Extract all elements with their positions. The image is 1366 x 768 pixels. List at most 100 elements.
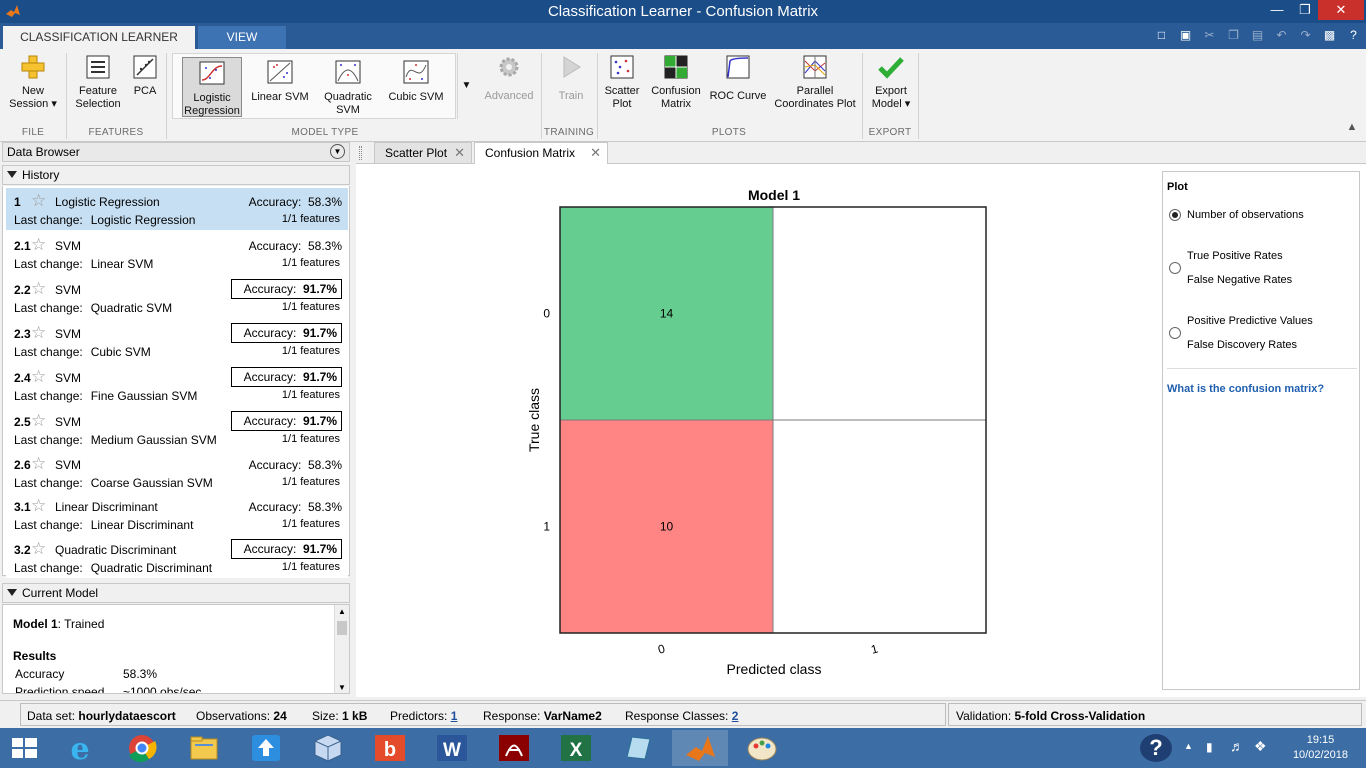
option-true-positive-rates[interactable]: True Positive Rates bbox=[1187, 250, 1283, 262]
star-icon[interactable]: ☆ bbox=[31, 496, 47, 515]
switch-windows-icon[interactable]: ▩ bbox=[1323, 28, 1336, 42]
paste-icon[interactable]: ▤ bbox=[1251, 28, 1264, 42]
star-icon[interactable]: ☆ bbox=[31, 323, 47, 342]
predictors-link[interactable]: 1 bbox=[450, 709, 458, 723]
close-window-icon[interactable]: ✕ bbox=[1318, 0, 1364, 20]
help-link[interactable]: What is the confusion matrix? bbox=[1167, 383, 1325, 395]
star-icon[interactable]: ☆ bbox=[31, 279, 47, 298]
status-size: Size: 1 kB bbox=[312, 709, 368, 723]
quick-access-icon[interactable]: □ bbox=[1157, 28, 1166, 42]
help-question-icon[interactable]: ? bbox=[1140, 734, 1172, 762]
linear-svm-button[interactable]: Linear SVM bbox=[248, 57, 312, 104]
tab-classification-learner[interactable]: CLASSIFICATION LEARNER bbox=[3, 26, 195, 49]
tab-confusion-matrix[interactable]: Confusion Matrix ✕ bbox=[474, 142, 608, 165]
close-tab-icon[interactable]: ✕ bbox=[590, 145, 601, 160]
radio-number-of-observations[interactable] bbox=[1169, 209, 1181, 221]
scatter-plot-button[interactable]: Scatter Plot bbox=[600, 53, 644, 111]
matrix-cell bbox=[559, 419, 774, 634]
upload-app-icon[interactable] bbox=[238, 730, 294, 766]
save-icon[interactable]: ▣ bbox=[1179, 28, 1192, 42]
history-row[interactable]: 2.2 ☆ SVM Accuracy: 91.7% Last change: Qu… bbox=[6, 276, 348, 318]
export-model-button[interactable]: Export Model ▾ bbox=[866, 53, 916, 111]
history-row[interactable]: 2.5 ☆ SVM Accuracy: 91.7% Last change: Me… bbox=[6, 408, 348, 450]
history-row[interactable]: 2.6 ☆ SVM Accuracy: 58.3% Last change: Co… bbox=[6, 451, 348, 493]
star-icon[interactable]: ☆ bbox=[31, 367, 47, 386]
pca-button[interactable]: PCA bbox=[128, 53, 162, 98]
star-icon[interactable]: ☆ bbox=[31, 235, 47, 254]
network-icon[interactable]: ▮ bbox=[1206, 740, 1213, 754]
model-last-change: Last change: Linear SVM bbox=[14, 257, 154, 271]
acrobat-icon[interactable] bbox=[486, 730, 542, 766]
star-icon[interactable]: ☆ bbox=[31, 539, 47, 558]
gallery-expand-icon[interactable]: ▼ bbox=[457, 53, 475, 119]
bandicam-icon[interactable]: b bbox=[362, 730, 418, 766]
history-header[interactable]: History bbox=[2, 165, 350, 185]
star-icon[interactable]: ☆ bbox=[31, 454, 47, 473]
volume-icon[interactable]: ♬ bbox=[1230, 738, 1244, 754]
roc-curve-button[interactable]: ROC Curve bbox=[708, 53, 768, 103]
confusion-matrix-button[interactable]: Confusion Matrix bbox=[648, 53, 704, 111]
star-icon[interactable]: ☆ bbox=[31, 411, 47, 430]
history-row[interactable]: 1 ☆ Logistic Regression Accuracy: 58.3% … bbox=[6, 188, 348, 230]
drag-handle-icon[interactable] bbox=[359, 146, 362, 160]
close-tab-icon[interactable]: ✕ bbox=[454, 145, 465, 160]
tray-expand-icon[interactable]: ▲ bbox=[1184, 741, 1193, 751]
notes-app-icon[interactable] bbox=[610, 730, 666, 766]
history-row[interactable]: 2.3 ☆ SVM Accuracy: 91.7% Last change: Cu… bbox=[6, 320, 348, 362]
radio-true-positive-rates[interactable] bbox=[1169, 262, 1181, 274]
history-row[interactable]: 2.1 ☆ SVM Accuracy: 58.3% Last change: Li… bbox=[6, 232, 348, 274]
tab-scatter-plot[interactable]: Scatter Plot ✕ bbox=[374, 142, 472, 164]
logistic-regression-button[interactable]: Logistic Regression bbox=[182, 57, 242, 117]
option-false-negative-rates[interactable]: False Negative Rates bbox=[1187, 274, 1293, 286]
data-browser-menu-icon[interactable]: ▼ bbox=[330, 144, 345, 159]
chrome-icon[interactable] bbox=[114, 730, 170, 766]
divider bbox=[1167, 368, 1357, 369]
excel-icon[interactable]: X bbox=[548, 730, 604, 766]
undo-icon[interactable]: ↶ bbox=[1276, 28, 1287, 42]
history-row[interactable]: 3.1 ☆ Linear Discriminant Accuracy: 58.3… bbox=[6, 493, 348, 535]
scrollbar[interactable]: ▲ ▼ bbox=[334, 605, 349, 693]
train-button[interactable]: Train bbox=[546, 53, 596, 103]
dropbox-icon[interactable]: ❖ bbox=[1254, 738, 1267, 754]
model-features: 1/1 features bbox=[281, 389, 340, 401]
parallel-coordinates-button[interactable]: Parallel Coordinates Plot bbox=[772, 53, 858, 111]
model-last-change: Last change: Logistic Regression bbox=[14, 213, 196, 227]
windows-start-icon[interactable] bbox=[0, 730, 50, 766]
history-row[interactable]: 3.2 ☆ Quadratic Discriminant Accuracy: 9… bbox=[6, 536, 348, 578]
new-session-label-2: Session ▾ bbox=[9, 98, 57, 110]
taskbar-clock[interactable]: 19:15 10/02/2018 bbox=[1293, 733, 1348, 763]
internet-explorer-icon[interactable]: e bbox=[52, 730, 108, 767]
x-tick-label: 1 bbox=[869, 641, 879, 656]
option-false-discovery-rates[interactable]: False Discovery Rates bbox=[1187, 339, 1298, 351]
option-number-of-observations[interactable]: Number of observations bbox=[1187, 209, 1304, 221]
advanced-button[interactable]: Advanced bbox=[480, 53, 538, 103]
svg-text:X: X bbox=[570, 740, 583, 761]
current-model-header[interactable]: Current Model bbox=[2, 583, 350, 603]
quadratic-svm-button[interactable]: Quadratic SVM bbox=[316, 57, 380, 117]
copy-icon[interactable]: ❐ bbox=[1228, 28, 1239, 42]
star-icon[interactable]: ☆ bbox=[31, 191, 47, 210]
virtual-box-icon[interactable] bbox=[300, 730, 356, 766]
minimize-icon[interactable]: — bbox=[1270, 2, 1284, 17]
history-row[interactable]: 2.4 ☆ SVM Accuracy: 91.7% Last change: Fi… bbox=[6, 364, 348, 406]
option-positive-predictive-values[interactable]: Positive Predictive Values bbox=[1187, 315, 1313, 327]
response-classes-link[interactable]: 2 bbox=[731, 709, 739, 723]
new-session-button[interactable]: New Session ▾ bbox=[4, 53, 62, 111]
cubic-svm-button[interactable]: Cubic SVM bbox=[384, 57, 448, 104]
matlab-taskbar-icon[interactable] bbox=[672, 730, 728, 766]
help-icon[interactable]: ? bbox=[1350, 28, 1357, 42]
cell-value-label: 14 bbox=[660, 307, 674, 321]
cut-icon[interactable]: ✂ bbox=[1204, 28, 1215, 42]
results-heading: Results bbox=[13, 649, 57, 663]
redo-icon[interactable]: ↷ bbox=[1300, 28, 1311, 42]
paint-icon[interactable] bbox=[734, 730, 790, 766]
tab-view[interactable]: VIEW bbox=[198, 26, 286, 49]
file-explorer-icon[interactable] bbox=[176, 730, 232, 766]
word-icon[interactable]: W bbox=[424, 730, 480, 766]
collapse-ribbon-icon[interactable]: ▲ bbox=[1346, 121, 1358, 133]
feature-selection-button[interactable]: Feature Selection bbox=[70, 53, 126, 111]
restore-icon[interactable]: ❐ bbox=[1299, 2, 1311, 17]
model-last-change: Last change: Cubic SVM bbox=[14, 345, 151, 359]
radio-positive-predictive-values[interactable] bbox=[1169, 327, 1181, 339]
